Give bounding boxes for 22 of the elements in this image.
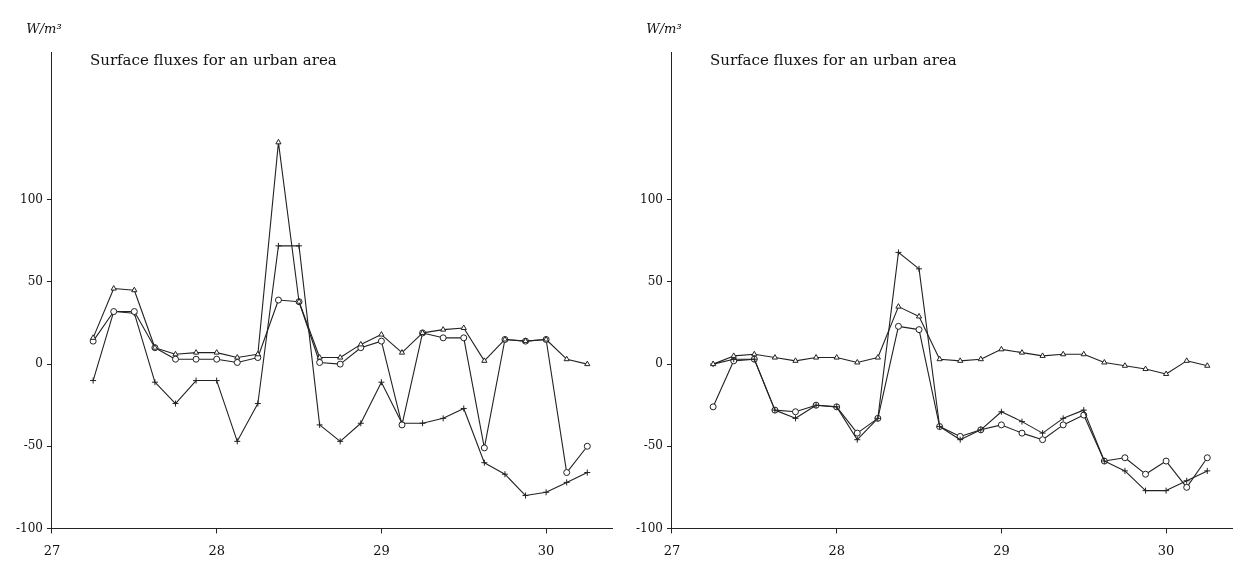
y-tick-label: 0: [35, 356, 43, 371]
x-tick-label: 29: [993, 542, 1010, 558]
x-tick-label: 30: [537, 542, 555, 558]
y-tick-label: 50: [27, 274, 43, 289]
x-tick-label: 28: [828, 542, 845, 558]
y-tick-label: -50: [23, 438, 43, 453]
x-tick-label: 28: [208, 542, 225, 558]
y-tick-label: -100: [15, 520, 43, 535]
y-tick-label: 0: [655, 356, 663, 371]
x-tick-label: 30: [1157, 542, 1175, 558]
x-tick-label: 27: [663, 542, 681, 558]
x-tick-label: 29: [373, 542, 390, 558]
y-axis-title: W/m³: [646, 20, 682, 36]
x-tick-label: 27: [43, 542, 61, 558]
y-tick-label: -50: [643, 438, 663, 453]
y-tick-label: 50: [647, 274, 663, 289]
y-tick-label: -100: [635, 520, 663, 535]
y-tick-label: 100: [640, 191, 663, 206]
chart-title: Surface fluxes for an urban area: [709, 51, 957, 70]
y-axis-title: W/m³: [26, 20, 62, 36]
chart-title: Surface fluxes for an urban area: [89, 51, 337, 70]
y-tick-label: 100: [20, 191, 43, 206]
